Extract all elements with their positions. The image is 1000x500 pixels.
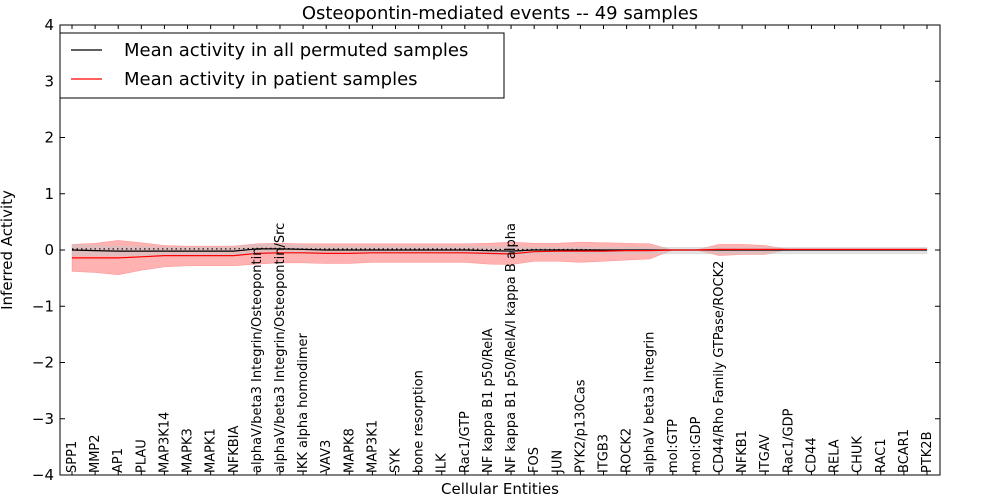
x-tick-label: RELA [828, 439, 843, 473]
y-tick-label: 4 [44, 16, 54, 34]
x-tick-label: PLAU [134, 439, 149, 473]
chart-title: Osteopontin-mediated events -- 49 sample… [302, 3, 698, 24]
x-tick-label: CD44 [804, 437, 819, 473]
x-tick-label: ILK [435, 453, 450, 473]
x-tick-label: ROCK2 [620, 428, 635, 473]
x-tick-label: VAV3 [319, 440, 334, 473]
y-tick-label: 2 [44, 129, 54, 147]
x-tick-label: mol:GTP [666, 419, 681, 473]
y-tick-label: −1 [32, 297, 54, 315]
x-tick-label: BCAR1 [897, 429, 912, 473]
y-tick-label: 1 [44, 185, 54, 203]
x-axis-label: Cellular Entities [441, 480, 559, 498]
x-tick-label: NFKB1 [735, 430, 750, 473]
x-tick-label: bone resorption [412, 370, 427, 473]
x-tick-label: MAPK8 [342, 428, 357, 473]
legend-label: Mean activity in all permuted samples [124, 40, 468, 61]
x-tick-label: JUN [550, 450, 565, 474]
y-tick-label: 0 [44, 241, 54, 259]
x-tick-label: MAPK1 [204, 428, 219, 473]
x-tick-label: AP1 [111, 448, 126, 473]
x-tick-label: mol:GDP [689, 416, 704, 473]
y-tick-label: −2 [32, 354, 54, 372]
x-tick-label: IKK alpha homodimer [296, 332, 311, 473]
patient-range-band [71, 240, 927, 276]
x-tick-label: alphaV beta3 Integrin [643, 332, 658, 473]
x-tick-label: FOS [527, 447, 542, 473]
y-tick-label: −4 [32, 466, 54, 484]
x-tick-label: NFKBIA [227, 426, 242, 473]
x-tick-label: CD44/Rho Family GTPase/ROCK2 [712, 261, 727, 473]
legend-box [59, 32, 505, 99]
x-tick-label: MAPK3 [181, 428, 196, 473]
x-tick-label: alphaV/beta3 Integrin/Osteopontin [250, 248, 265, 473]
x-tick-label: RAC1 [874, 438, 889, 473]
x-tick-label: Rac1/GTP [458, 411, 473, 473]
y-tick-label: 3 [44, 72, 54, 90]
x-tick-label: PTK2B [920, 432, 935, 474]
x-tick-label: NF kappa B1 p50/RelA/I kappa B alpha [504, 223, 519, 473]
x-tick-label: SYK [389, 448, 404, 473]
x-tick-label: NF kappa B1 p50/RelA [481, 328, 496, 473]
x-tick-label: PYK2/p130Cas [573, 379, 588, 473]
x-tick-label: ITGB3 [596, 434, 611, 473]
x-tick-label: MMP2 [88, 434, 103, 473]
plot-area: 4 3 2 1 0 −1 −2 −3 −4 SPP1 MMP2 AP1 PLAU MAP3K14 MAPK3… [32, 16, 941, 484]
x-tick-label: Rac1/GDP [781, 408, 796, 473]
y-tick-label: −3 [32, 410, 54, 428]
x-tick-label: alphaV/beta3 Integrin/Osteopontin/Src [273, 223, 288, 473]
patient-mean-line [72, 248, 927, 259]
x-tick-label: MAP3K1 [365, 420, 380, 473]
x-tick-label: MAP3K14 [157, 412, 172, 473]
legend-label: Mean activity in patient samples [124, 69, 418, 90]
x-tick-label: CHUK [851, 436, 866, 473]
x-tick-label: SPP1 [65, 441, 80, 473]
x-tick-label: ITGAV [758, 434, 773, 473]
legend: Mean activity in all permuted samples Mea… [59, 32, 505, 99]
y-axis-label: Inferred Activity [0, 190, 16, 310]
reference-dotted-line [72, 247, 927, 251]
